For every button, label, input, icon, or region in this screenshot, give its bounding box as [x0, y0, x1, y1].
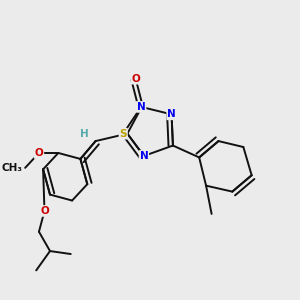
Text: S: S	[119, 129, 127, 139]
Text: H: H	[80, 129, 89, 139]
Text: N: N	[140, 151, 148, 161]
Text: N: N	[137, 102, 146, 112]
Text: N: N	[167, 109, 176, 119]
Text: O: O	[34, 148, 43, 158]
Text: O: O	[40, 206, 49, 216]
Text: CH₃: CH₃	[2, 163, 22, 173]
Text: O: O	[131, 74, 140, 84]
